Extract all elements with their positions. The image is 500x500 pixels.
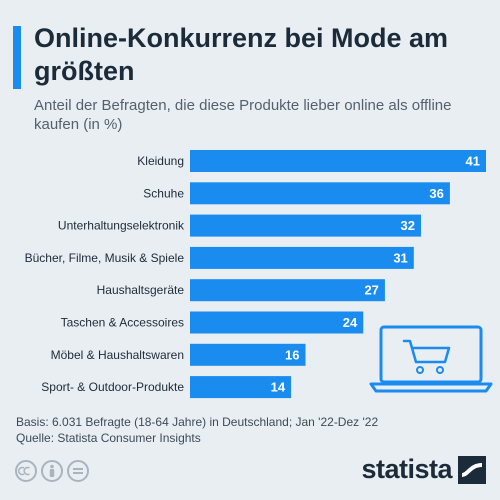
bar-bücher-filme-musik-spiele[interactable] [190, 246, 414, 269]
basis-note: Basis: 6.031 Befragte (18-64 Jahre) in D… [16, 415, 379, 429]
laptop-shopping-cart-icon [369, 325, 493, 393]
bar-taschen-accessoires[interactable] [190, 311, 364, 334]
value-label-kleidung: 41 [466, 154, 480, 169]
statista-logo-icon [458, 455, 486, 484]
category-label-unterhaltungselektronik: Unterhaltungselektronik [58, 219, 185, 233]
bar-haushaltsgeräte[interactable] [190, 279, 385, 302]
category-label-kleidung: Kleidung [137, 154, 184, 168]
bar-kleidung[interactable] [190, 150, 486, 172]
bar-unterhaltungselektronik[interactable] [190, 214, 422, 237]
bar-chart: Kleidung 41 Schuhe 36 Unterhaltungselektroni… [25, 150, 493, 399]
title-accent-bar [13, 26, 21, 89]
category-label-bücher-filme-musik-spiele: Bücher, Filme, Musik & Spiele [25, 251, 185, 265]
chart-subtitle: Anteil der Befragten, die diese Produkte… [34, 97, 452, 133]
value-label-bücher-filme-musik-spiele: 31 [393, 250, 407, 265]
bar-schuhe[interactable] [190, 182, 450, 205]
person-icon[interactable] [41, 460, 63, 482]
category-label-möbel-haushaltswaren: Möbel & Haushaltswaren [51, 348, 184, 362]
license-icons[interactable] [14, 458, 94, 484]
value-label-möbel-haushaltswaren: 16 [285, 347, 299, 362]
chart-footer: Basis: 6.031 Befragte (18-64 Jahre) in D… [16, 414, 378, 446]
value-label-unterhaltungselektronik: 32 [401, 218, 415, 233]
value-label-schuhe: 36 [429, 186, 443, 201]
category-label-sport-outdoor-produkte: Sport- & Outdoor-Produkte [41, 380, 184, 394]
logo-wordmark: statista [361, 454, 452, 484]
equals-icon[interactable] [67, 460, 89, 482]
source-note: Quelle: Statista Consumer Insights [16, 431, 201, 445]
bar-sport-outdoor-produkte[interactable] [190, 376, 292, 399]
cc-icon[interactable] [15, 460, 37, 482]
value-label-haushaltsgeräte: 27 [364, 283, 378, 298]
chart-title: Online-Konkurrenz bei Mode am größten [34, 23, 449, 86]
category-label-haushaltsgeräte: Haushaltsgeräte [97, 283, 185, 297]
category-label-schuhe: Schuhe [143, 186, 184, 200]
value-label-sport-outdoor-produkte: 14 [271, 380, 286, 395]
category-label-taschen-accessoires: Taschen & Accessoires [61, 316, 184, 330]
bar-möbel-haushaltswaren[interactable] [190, 343, 306, 366]
statista-logo[interactable]: statista [361, 454, 486, 485]
value-label-taschen-accessoires: 24 [343, 315, 358, 330]
